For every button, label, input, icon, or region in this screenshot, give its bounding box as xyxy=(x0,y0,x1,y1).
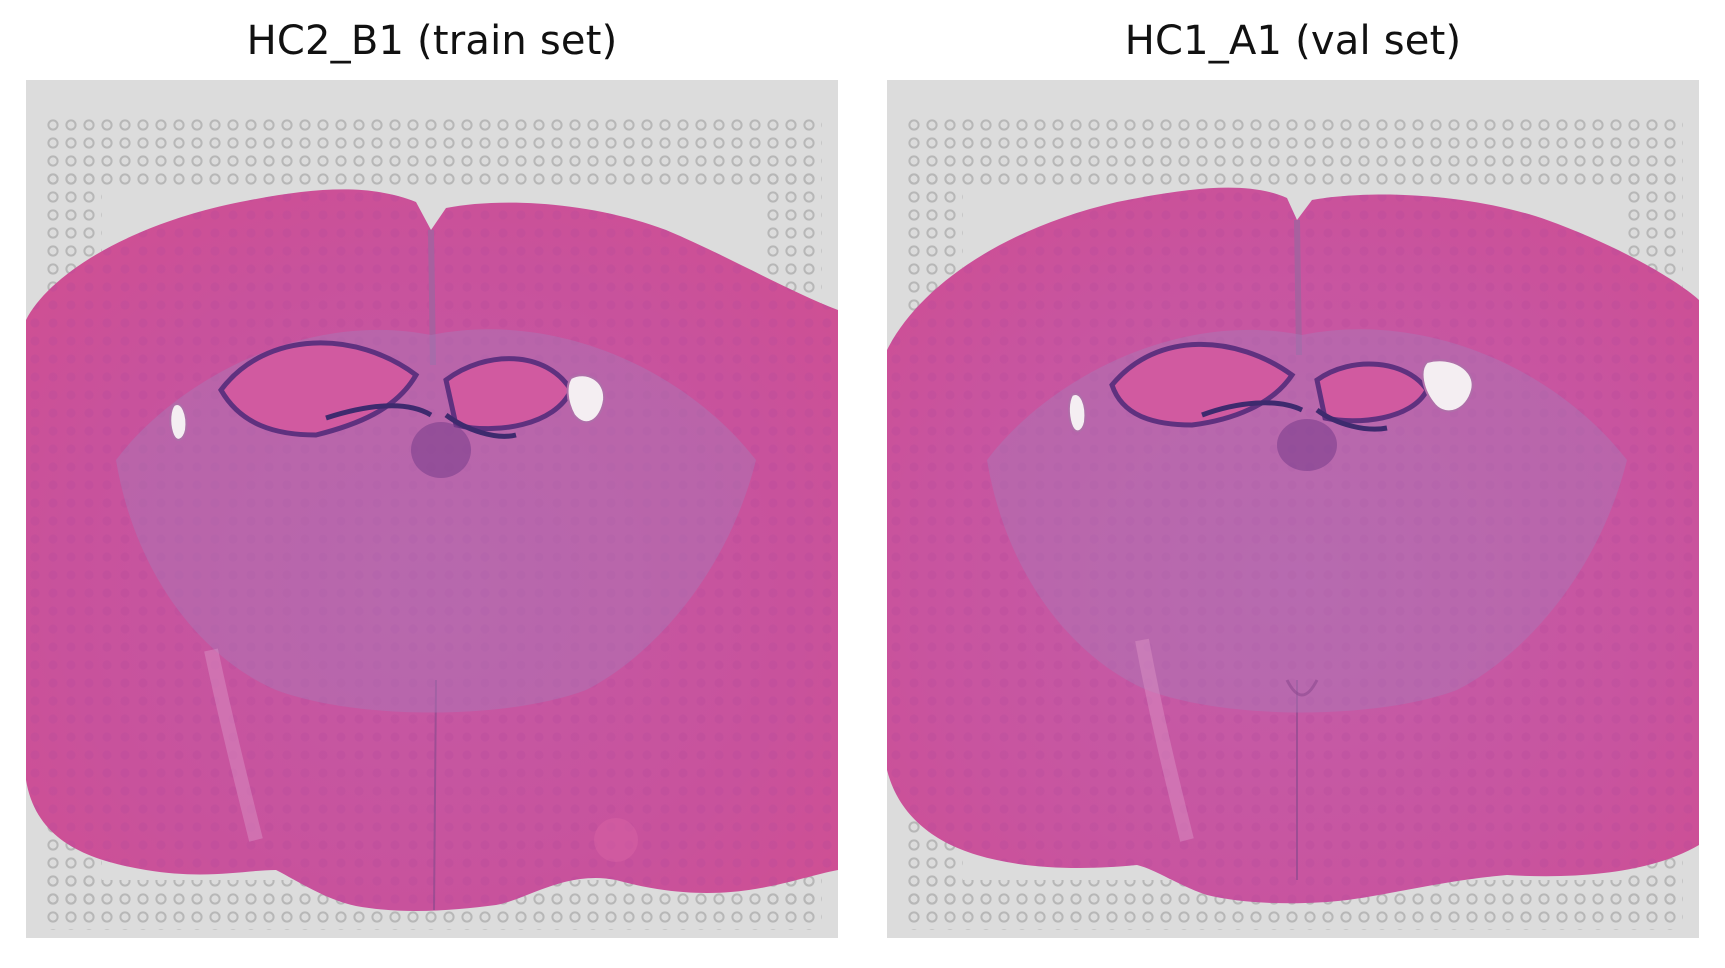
panel-train: HC2_B1 (train set) xyxy=(26,0,838,968)
tissue-image-train xyxy=(26,80,838,938)
brain-section-val xyxy=(887,80,1699,938)
panel-title-val: HC1_A1 (val set) xyxy=(1124,18,1462,64)
tissue-image-val xyxy=(887,80,1699,938)
brain-section-train xyxy=(26,80,838,938)
panel-val: HC1_A1 (val set) xyxy=(887,0,1699,968)
panel-title-train: HC2_B1 (train set) xyxy=(246,18,618,64)
